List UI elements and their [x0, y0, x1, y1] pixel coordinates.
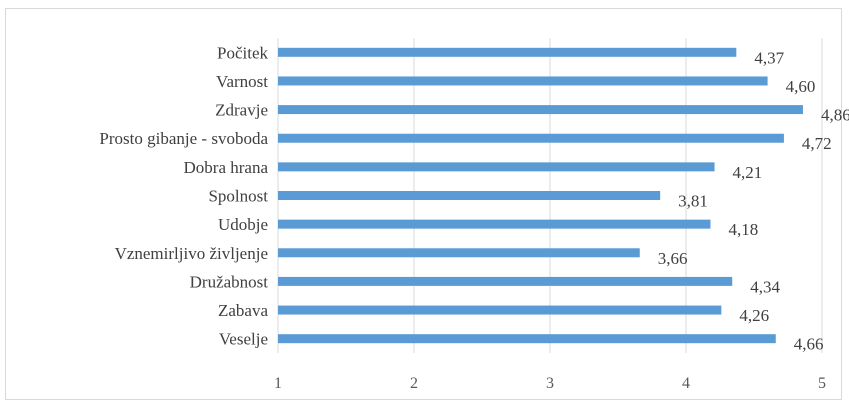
value-label: 4,66: [794, 335, 824, 354]
bar: [278, 105, 803, 115]
x-tick-label: 1: [274, 375, 282, 392]
bar: [278, 305, 722, 315]
category-label: Spolnost: [208, 187, 268, 206]
category-labels: Počitek Varnost Zdravje Prosto gibanje - sv…: [99, 43, 268, 348]
value-label: 4,72: [802, 134, 832, 153]
value-label: 3,81: [678, 192, 708, 211]
value-label: 4,37: [754, 48, 784, 67]
bar: [278, 47, 737, 57]
category-label: Veselje: [219, 330, 268, 349]
x-tick-label: 4: [682, 375, 690, 392]
value-label: 4,18: [728, 220, 758, 239]
category-label: Družabnost: [190, 272, 269, 291]
x-tick-labels: 1 2 3 4 5: [274, 375, 826, 392]
category-label: Dobra hrana: [184, 158, 269, 177]
value-label: 4,60: [786, 77, 816, 96]
bar: [278, 276, 733, 286]
bar: [278, 219, 711, 229]
bar: [278, 191, 661, 200]
bar: [278, 133, 784, 143]
bars: [278, 47, 803, 344]
bar: [278, 334, 776, 344]
value-label: 4,86: [821, 106, 849, 125]
x-tick-label: 5: [818, 375, 826, 392]
value-labels: 4,374,60 4,86 4,72 4,21 3,81 4,18 3,66 4,34 4,26…: [658, 48, 849, 353]
value-label: 4,26: [739, 306, 769, 325]
category-label: Zabava: [218, 301, 268, 320]
category-label: Zdravje: [215, 101, 268, 120]
bar: [278, 162, 715, 172]
x-tick-label: 2: [410, 375, 418, 392]
value-label: 4,34: [750, 277, 780, 296]
category-label: Udobje: [218, 215, 268, 234]
category-label: Počitek: [217, 43, 268, 62]
value-label: 4,21: [733, 163, 763, 182]
x-tick-label: 3: [546, 375, 554, 392]
category-label: Vznemirljivo življenje: [115, 244, 268, 263]
value-label: 3,66: [658, 249, 688, 268]
bar: [278, 76, 768, 86]
category-label: Prosto gibanje - svoboda: [99, 129, 268, 148]
bar: [278, 248, 640, 258]
category-label: Varnost: [216, 72, 268, 91]
